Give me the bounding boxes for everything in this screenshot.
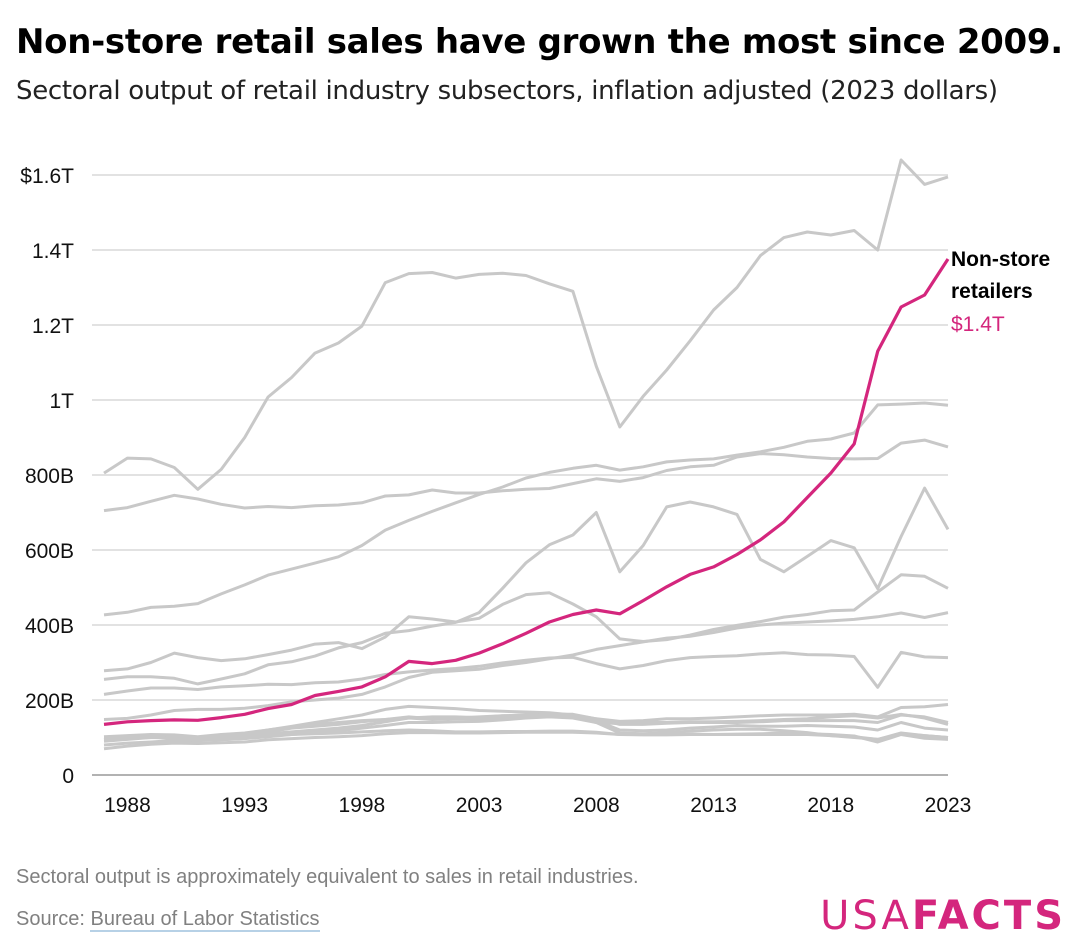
source-line: Source: Bureau of Labor Statistics	[16, 908, 320, 932]
series-line-4	[103, 486, 950, 686]
series-line-5	[103, 573, 949, 673]
logo-light-part: USA	[820, 893, 912, 939]
logo-bold-part: FACTS	[911, 893, 1066, 939]
x-tick-label: 2003	[456, 794, 503, 817]
chart-subtitle: Sectoral output of retail industry subse…	[16, 76, 998, 106]
y-tick-label: 1.2T	[32, 315, 74, 338]
series-line-14	[104, 728, 949, 744]
y-tick-label: $1.6T	[20, 165, 74, 188]
source-prefix: Source:	[16, 908, 91, 930]
highlight-label-line1: Non-store	[951, 248, 1051, 271]
source-link[interactable]: Bureau of Labor Statistics	[90, 908, 320, 932]
x-tick-label: 2013	[690, 794, 737, 817]
line-chart: 0 200B 400B 600B 800B 1T 1.2T 1.4T $1.6T 1988 199…	[20, 158, 971, 817]
series-lines	[103, 158, 950, 751]
y-tick-label: 0	[62, 765, 74, 788]
series-line-8	[103, 611, 949, 721]
x-tick-label: 2018	[807, 794, 854, 817]
y-tick-label: 800B	[25, 465, 74, 488]
highlight-series-value: $1.4T	[951, 313, 1005, 336]
y-axis-ticks: 0 200B 400B 600B 800B 1T 1.2T 1.4T $1.6T	[20, 165, 74, 788]
y-tick-label: 600B	[25, 540, 74, 563]
x-tick-label: 2008	[573, 794, 620, 817]
y-tick-label: 200B	[25, 690, 74, 713]
series-line-3	[103, 401, 949, 617]
y-tick-label: 1T	[49, 390, 74, 413]
highlight-label-line2: retailers	[951, 280, 1033, 303]
highlight-series-label: Non-store retailers	[951, 244, 1076, 308]
footnote: Sectoral output is approximately equival…	[16, 866, 639, 888]
chart-title: Non-store retail sales have grown the mo…	[16, 22, 1063, 62]
usafacts-logo: USAFACTS	[820, 893, 1066, 939]
series-line-non-store-retailers	[103, 258, 950, 726]
y-tick-label: 400B	[25, 615, 74, 638]
series-line-1	[103, 158, 949, 491]
series-line-6	[103, 650, 949, 696]
x-tick-label: 1988	[104, 794, 151, 817]
x-tick-label: 1998	[339, 794, 386, 817]
y-tick-label: 1.4T	[32, 240, 74, 263]
x-tick-label: 2023	[925, 794, 972, 817]
gridlines	[92, 174, 948, 776]
x-axis-ticks: 1988 1993 1998 2003 2008 2013 2018 2023	[104, 794, 971, 817]
x-tick-label: 1993	[221, 794, 268, 817]
series-line-2	[103, 438, 949, 513]
